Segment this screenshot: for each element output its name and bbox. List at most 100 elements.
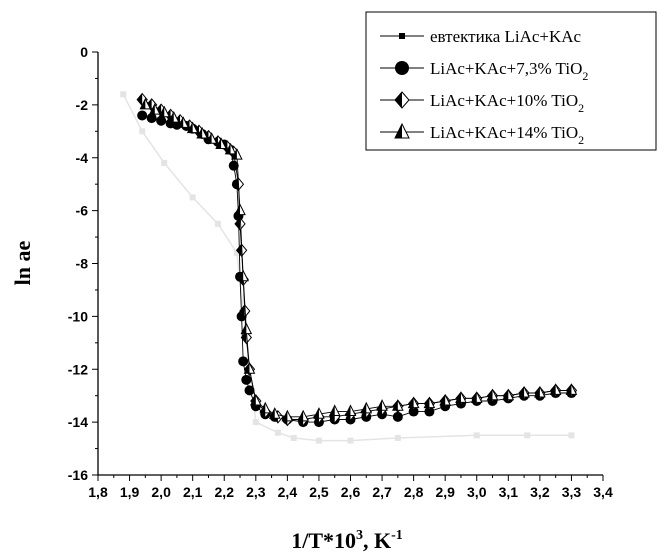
data-point-fill [260, 402, 266, 413]
data-point [215, 137, 227, 150]
data-point-fill [187, 122, 193, 133]
data-point [395, 61, 409, 75]
y-tick-label: -8 [76, 256, 89, 272]
legend-label-subscript: 2 [578, 101, 584, 115]
data-point [243, 362, 256, 374]
y-axis-title: ln ae [10, 240, 35, 285]
data-point-fill [216, 138, 222, 149]
data-point-fill [225, 143, 231, 154]
data-point [290, 434, 297, 441]
x-tick-label: 2,3 [246, 484, 266, 500]
data-point [250, 393, 262, 406]
data-point-fill [298, 410, 304, 421]
x-tick-label: 3,2 [530, 484, 550, 500]
data-point-fill [206, 133, 212, 144]
data-point [297, 409, 309, 422]
data-point [399, 33, 405, 39]
data-point [274, 429, 281, 436]
data-point [233, 249, 240, 256]
x-tick-label: 2,9 [435, 484, 455, 500]
legend-label-subscript: 2 [582, 69, 588, 83]
data-point [158, 105, 171, 118]
y-tick-label: -14 [68, 414, 88, 430]
data-point-fill [235, 217, 241, 230]
data-point-fill [408, 397, 414, 408]
data-point-fill [239, 305, 245, 318]
data-point-fill [313, 408, 319, 419]
data-point [177, 116, 190, 128]
x-tick-label: 2,2 [215, 484, 235, 500]
data-point [424, 406, 435, 417]
data-point [186, 121, 199, 134]
legend-label: LiAc+KAc+14% TiO2 [430, 123, 584, 147]
data-point-fill [519, 387, 525, 398]
data-point [394, 122, 410, 139]
data-point-fill [235, 204, 241, 215]
data-point [549, 383, 562, 395]
x-tick-label: 3,4 [593, 484, 613, 500]
x-tick-label: 1,9 [120, 484, 140, 500]
legend: евтектика LiAc+KAc LiAc+KAc+7,3% TiO2 LiAc… [365, 11, 657, 151]
data-point-fill [377, 400, 383, 411]
legend-label-subscript: 2 [578, 133, 584, 147]
data-point-fill [233, 178, 239, 191]
series-layer [120, 91, 578, 444]
legend-item: LiAc+KAc+14% TiO2 [380, 122, 584, 147]
series-line [142, 114, 572, 423]
data-point-fill [424, 397, 430, 408]
x-tick-label: 2,6 [341, 484, 361, 500]
data-point [315, 437, 322, 444]
data-point-fill [440, 394, 446, 405]
legend-item: евтектика LiAc+KAc [380, 27, 582, 46]
series-circle [137, 110, 577, 428]
data-point [196, 126, 208, 139]
data-point-fill [244, 363, 250, 374]
data-point-fill [137, 93, 143, 106]
data-point [214, 220, 221, 227]
data-point [167, 110, 180, 123]
legend-item: LiAc+KAc+10% TiO2 [380, 91, 584, 115]
y-tick-label: -2 [76, 97, 89, 113]
data-point [328, 404, 341, 417]
data-point [231, 147, 243, 160]
data-point [161, 160, 168, 167]
data-point [394, 91, 410, 109]
data-point-fill [178, 117, 184, 128]
data-point [189, 194, 196, 201]
data-point-fill [487, 389, 493, 400]
x-tick-label: 2,0 [151, 484, 171, 500]
data-point-fill [156, 104, 162, 117]
data-point [139, 97, 152, 110]
data-point [392, 399, 404, 411]
data-point-fill [250, 394, 256, 405]
x-tick-label: 2,7 [372, 484, 392, 500]
data-point [394, 434, 401, 441]
data-point [259, 401, 272, 414]
data-point [455, 391, 467, 403]
data-point [344, 404, 357, 417]
data-point-fill [392, 400, 398, 411]
data-point-fill [471, 392, 477, 403]
axes: 1,8 1,9 2,0 2,1 2,2 2,3 2,4 2,5 2,6 2,7 2,8 2,9 3,0 3… [68, 44, 613, 500]
data-point-fill [241, 323, 247, 334]
legend-label-text: LiAc+KAc+10% TiO [430, 91, 578, 110]
legend-box [365, 11, 657, 151]
y-tick-label: -4 [76, 150, 89, 166]
data-point [347, 437, 354, 444]
data-point-fill [455, 392, 461, 403]
data-point-fill [566, 384, 572, 395]
data-point [237, 269, 249, 282]
data-point-fill [282, 410, 288, 421]
data-point [407, 396, 420, 409]
data-point [568, 432, 575, 439]
data-point [238, 356, 249, 367]
data-point [146, 113, 157, 124]
legend-label: LiAc+KAc+10% TiO2 [430, 91, 584, 115]
data-point-fill [345, 405, 351, 416]
legend-item: LiAc+KAc+7,3% TiO2 [380, 59, 588, 83]
data-point [423, 396, 436, 409]
legend-label-text: LiAc+KAc+14% TiO [430, 123, 578, 142]
data-point [408, 406, 419, 417]
data-point [240, 330, 252, 345]
x-axis-title-main: 1/T*10 [291, 528, 356, 553]
